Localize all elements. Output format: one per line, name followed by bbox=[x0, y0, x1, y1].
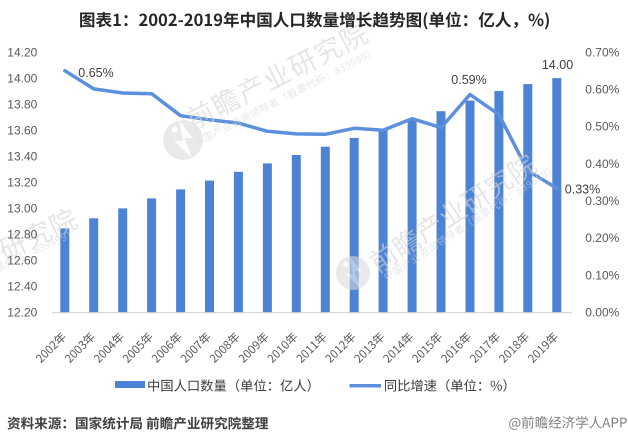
svg-text:0.20%: 0.20% bbox=[585, 231, 619, 245]
svg-text:14.00: 14.00 bbox=[542, 58, 573, 72]
svg-text:12.20: 12.20 bbox=[7, 306, 37, 320]
svg-text:0.70%: 0.70% bbox=[585, 45, 619, 59]
svg-text:0.10%: 0.10% bbox=[585, 268, 619, 282]
svg-text:13.60: 13.60 bbox=[7, 123, 37, 137]
svg-text:13.20: 13.20 bbox=[7, 175, 37, 189]
svg-text:12.60: 12.60 bbox=[7, 254, 37, 268]
svg-text:14.20: 14.20 bbox=[7, 45, 37, 59]
svg-text:0.00%: 0.00% bbox=[585, 306, 619, 320]
svg-text:12.80: 12.80 bbox=[7, 228, 37, 242]
svg-text:13.00: 13.00 bbox=[7, 202, 37, 216]
svg-text:0.65%: 0.65% bbox=[78, 66, 113, 80]
svg-text:12.40: 12.40 bbox=[7, 280, 37, 294]
svg-text:0.50%: 0.50% bbox=[585, 120, 619, 134]
svg-text:14.00: 14.00 bbox=[7, 71, 37, 85]
svg-text:0.30%: 0.30% bbox=[585, 194, 619, 208]
svg-text:13.40: 13.40 bbox=[7, 149, 37, 163]
svg-text:13.80: 13.80 bbox=[7, 97, 37, 111]
svg-text:0.60%: 0.60% bbox=[585, 83, 619, 97]
svg-text:0.59%: 0.59% bbox=[451, 73, 486, 87]
svg-text:0.33%: 0.33% bbox=[565, 182, 600, 196]
svg-text:0.40%: 0.40% bbox=[585, 157, 619, 171]
